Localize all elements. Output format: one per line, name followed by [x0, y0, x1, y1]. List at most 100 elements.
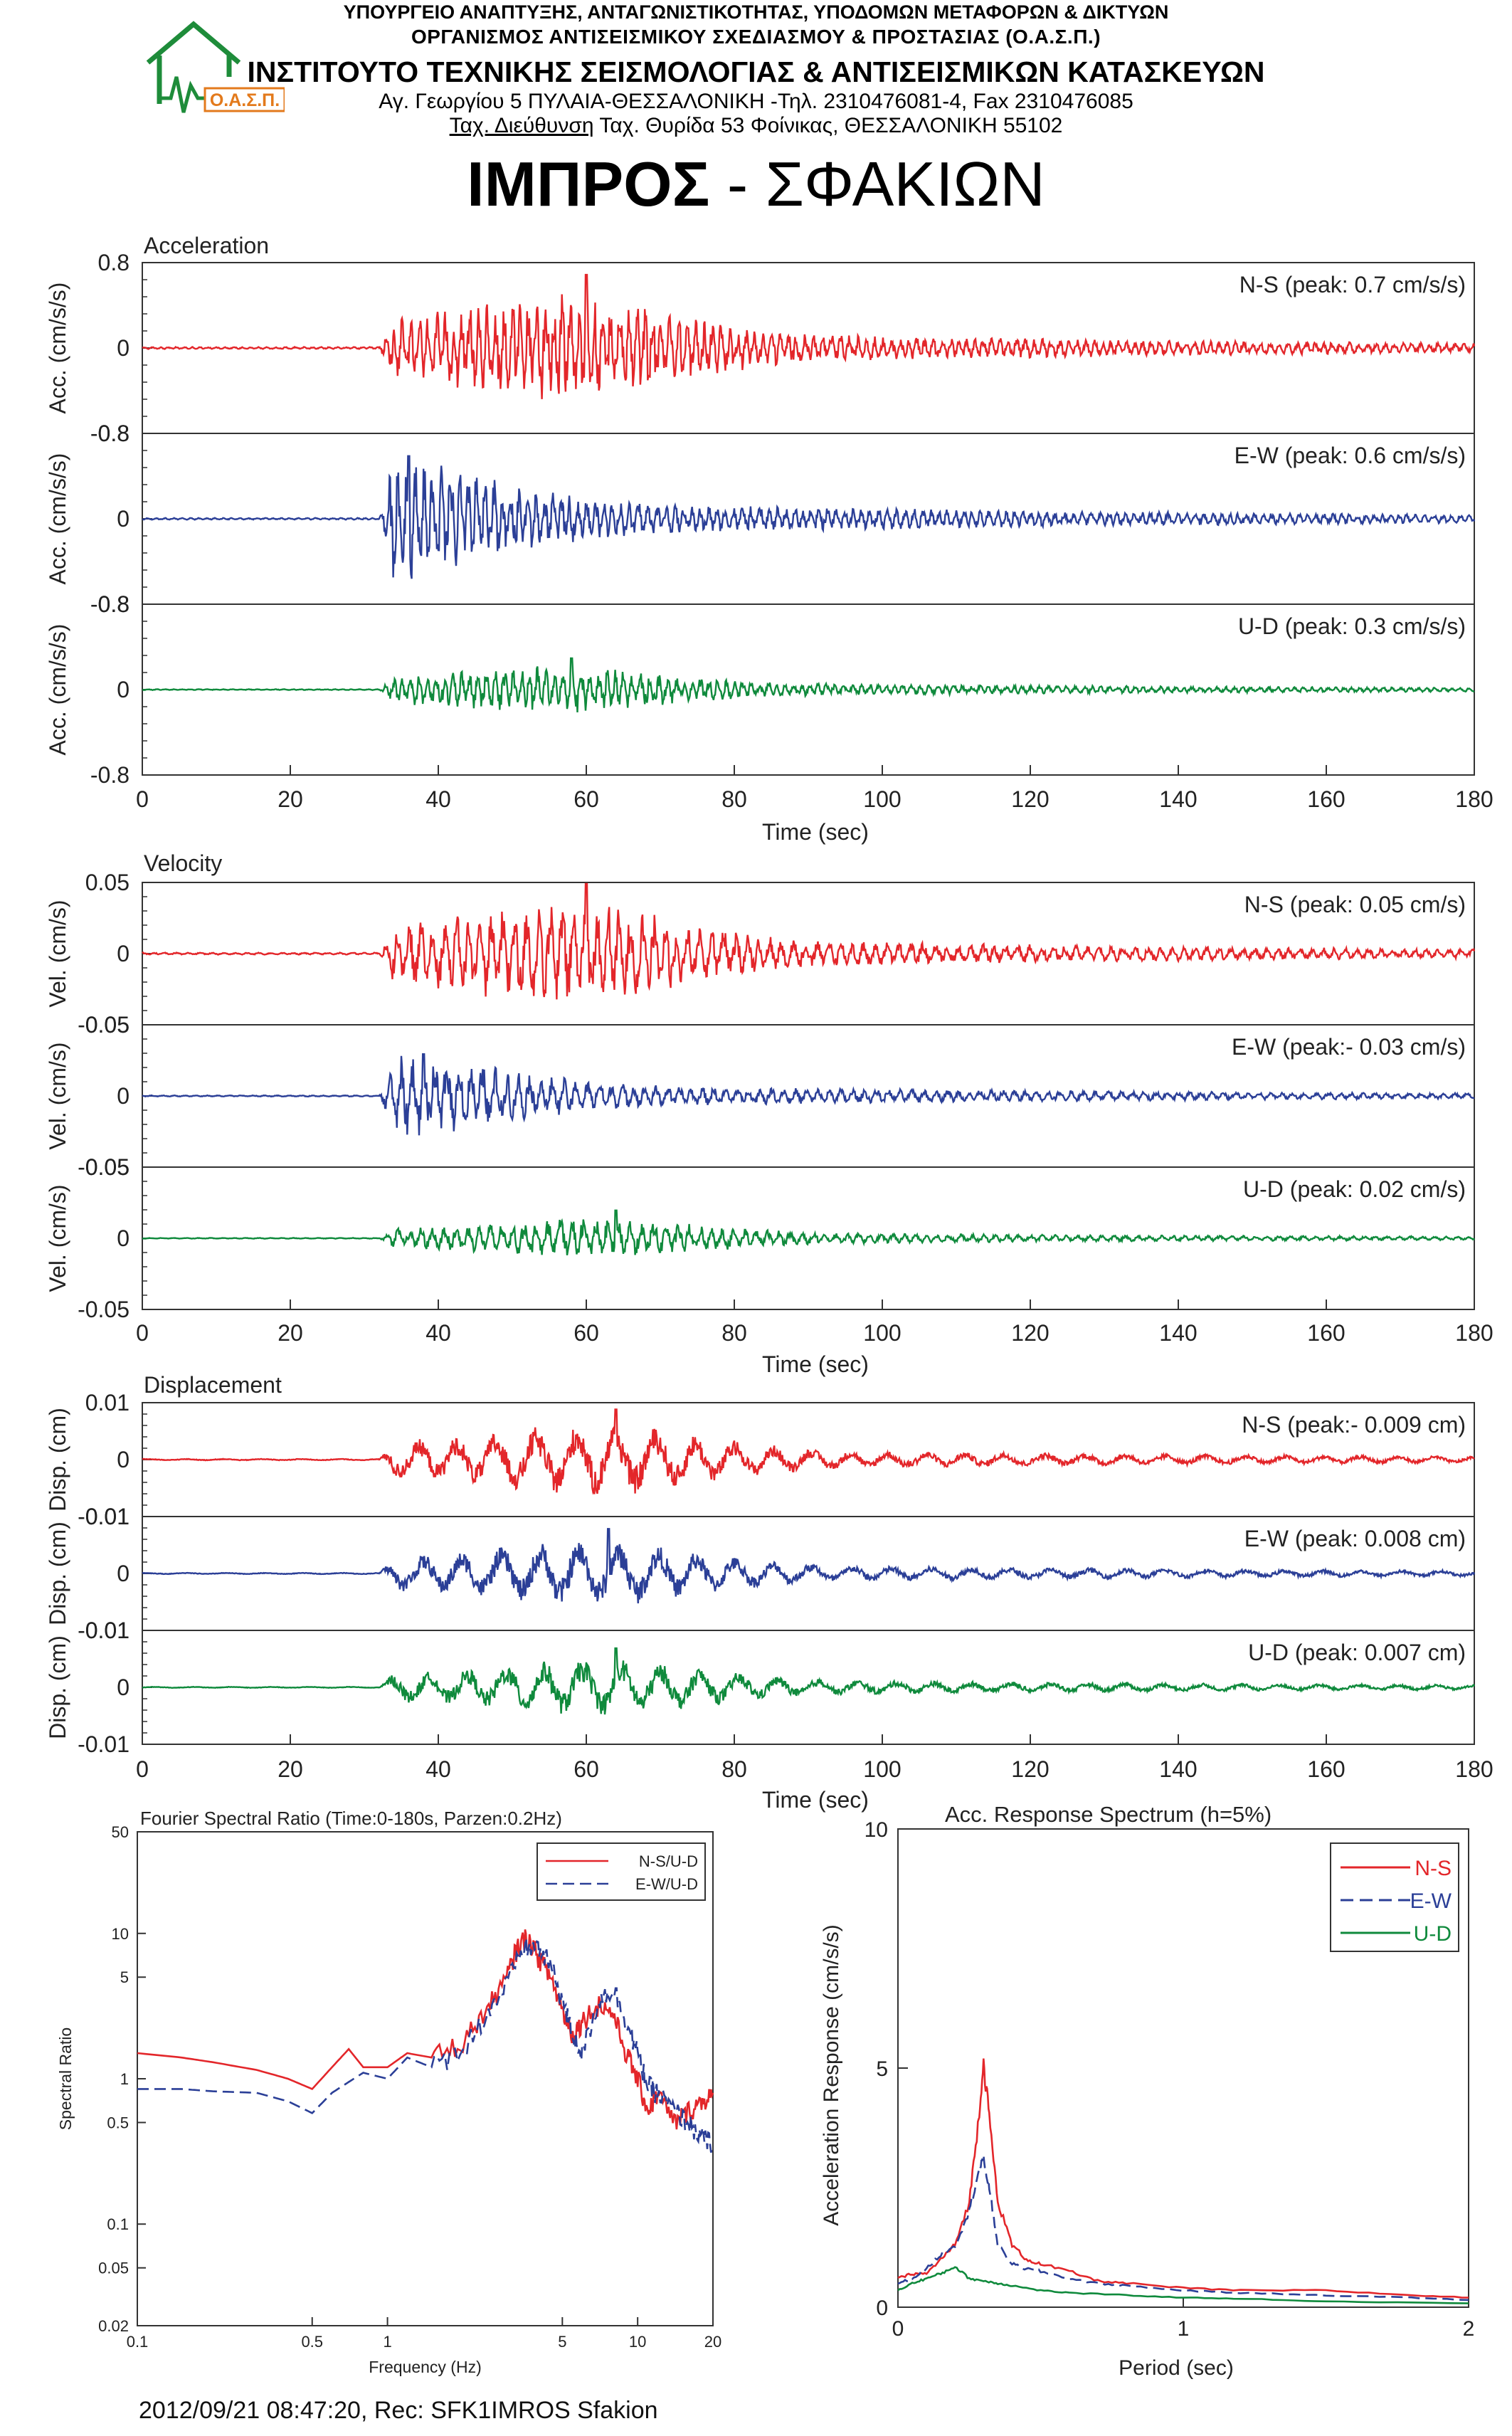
x-tick-label: 5: [558, 2333, 566, 2351]
waveform-chart-1: Velocity 0.05 0 -0.05 Vel. (cm/s) N-S (peak: …: [45, 850, 1494, 1377]
fourier-spectral-ratio-chart: Fourier Spectral Ratio (Time:0-180s, Par…: [56, 1808, 721, 2376]
y-tick-label: 0.02: [98, 2317, 129, 2335]
x-tick-label: 0: [892, 2317, 904, 2341]
waveform-trace-n-s: [142, 273, 1476, 399]
y-axis-label: Acc. (cm/s/s): [45, 624, 70, 756]
institute-line: ΙΝΣΤΙΤΟΥΤΟ ΤΕΧΝΙΚΗΣ ΣΕΙΣΜΟΛΟΓΙΑΣ & ΑΝΤΙΣ…: [247, 56, 1265, 88]
y-tick-label: 0.8: [98, 421, 129, 446]
y-tick-label: -0.8: [90, 421, 129, 446]
x-tick-label: 20: [277, 786, 303, 812]
x-tick-label: 10: [629, 2333, 646, 2351]
y-tick-label: -0.8: [90, 762, 129, 788]
y-axis-label: Vel. (cm/s): [45, 1184, 70, 1292]
y-tick-label: 0: [117, 1225, 129, 1251]
y-axis-label: Spectral Ratio: [56, 2028, 75, 2130]
legend-box: [536, 1842, 706, 1901]
response-line-n-s: [897, 2058, 1469, 2299]
x-tick-label: 120: [1011, 786, 1049, 812]
x-tick-label: 40: [425, 786, 451, 812]
legend-label: E-W/U-D: [635, 1875, 698, 1893]
series-label-e-w: E-W (peak:- 0.03 cm/s): [1232, 1034, 1466, 1060]
x-tick-label: 2: [1463, 2317, 1475, 2341]
waveform-trace-u-d: [142, 1647, 1476, 1715]
y-tick-label: 5: [120, 1968, 129, 1986]
y-tick-label: 1: [120, 2070, 129, 2088]
x-tick-label: 80: [721, 786, 747, 812]
ministry-line: ΥΠΟΥΡΓΕΙΟ ΑΝΑΠΤΥΞΗΣ, ΑΝΤΑΓΩΝΙΣΤΙΚΟΤΗΤΑΣ,…: [343, 1, 1169, 23]
station-title-bold: ΙΜΠΡΟΣ: [467, 149, 710, 219]
plot-frame: [137, 1831, 714, 2326]
response-spectrum-chart: Acc. Response Spectrum (h=5%) 0 5 10 0 1 2 Peri…: [820, 1802, 1474, 2380]
x-tick-label: 180: [1455, 786, 1493, 812]
series-label-u-d: U-D (peak: 0.3 cm/s/s): [1238, 613, 1466, 639]
spectral-ratio-line-e-w-u-d: [137, 1937, 714, 2153]
x-tick-label: 140: [1159, 786, 1197, 812]
x-tick-label: 20: [704, 2333, 721, 2351]
station-title-rest: - ΣΦΑΚΙΩΝ: [709, 149, 1045, 219]
waveform-trace-u-d: [142, 1209, 1475, 1256]
y-tick-label: -0.05: [78, 1012, 129, 1038]
y-tick-label: -0.8: [90, 591, 129, 617]
y-tick-label: -0.05: [78, 1297, 129, 1322]
y-tick-label: 0.8: [98, 250, 129, 275]
x-tick-label: 180: [1455, 1756, 1493, 1782]
legend-label: N-S/U-D: [639, 1852, 698, 1870]
x-tick-label: 160: [1307, 1756, 1345, 1782]
y-tick-label: 0: [117, 506, 129, 532]
recording-footer: 2012/09/21 08:47:20, Rec: SFK1IMROS Sfak…: [139, 2397, 658, 2424]
y-tick-label: 0: [117, 1447, 129, 1472]
x-tick-label: 60: [573, 786, 599, 812]
x-tick-label: 160: [1307, 786, 1345, 812]
x-tick-label: 60: [573, 1756, 599, 1782]
y-tick-label: 0: [117, 941, 129, 966]
y-tick-label: 0: [117, 1561, 129, 1586]
waveform-trace-e-w: [142, 1528, 1476, 1603]
x-axis-label: Time (sec): [762, 1787, 869, 1813]
legend-label: E-W: [1410, 1889, 1452, 1913]
x-tick-label: 140: [1159, 1756, 1197, 1782]
oasp-logo: Ο.Α.Σ.Π.: [146, 21, 285, 113]
y-tick-label: 0.05: [85, 1154, 129, 1180]
station-title: ΙΜΠΡΟΣ - ΣΦΑΚΙΩΝ: [0, 148, 1512, 221]
x-tick-label: 0: [136, 786, 149, 812]
x-tick-label: 80: [721, 1756, 747, 1782]
series-label-u-d: U-D (peak: 0.007 cm): [1248, 1640, 1466, 1665]
y-axis-label: Acc. (cm/s/s): [45, 283, 70, 414]
x-tick-label: 60: [573, 1320, 599, 1346]
y-tick-label: 0: [117, 1675, 129, 1700]
y-axis-label: Disp. (cm): [45, 1408, 70, 1512]
postal-label: Ταχ. Διεύθυνση: [449, 114, 594, 137]
waveform-trace-n-s: [142, 1408, 1475, 1495]
x-tick-label: 140: [1159, 1320, 1197, 1346]
y-tick-label: 0: [876, 2297, 888, 2320]
y-tick-label: 10: [865, 1818, 888, 1842]
x-axis-label: Frequency (Hz): [369, 2358, 481, 2376]
y-axis-label: Acceleration Response (cm/s/s): [820, 1924, 843, 2226]
address-line: Αγ. Γεωργίου 5 ΠΥΛΑΙΑ-ΘΕΣΣΑΛΟΝΙΚΗ -Τηλ. …: [379, 90, 1133, 113]
y-tick-label: 0.01: [85, 1390, 129, 1415]
legend-label: U-D: [1414, 1922, 1452, 1946]
chart-title: Fourier Spectral Ratio (Time:0-180s, Par…: [140, 1808, 562, 1829]
series-label-u-d: U-D (peak: 0.02 cm/s): [1243, 1176, 1466, 1202]
postal-line: Ταχ. Διεύθυνση Ταχ. Θυρίδα 53 Φοίνικας, …: [0, 114, 1512, 138]
chart-title: Displacement: [144, 1372, 282, 1398]
x-tick-label: 0: [136, 1756, 149, 1782]
y-tick-label: 0.8: [98, 591, 129, 617]
legend-label: N-S: [1415, 1857, 1452, 1880]
x-tick-label: 1: [1178, 2317, 1190, 2341]
x-tick-label: 1: [383, 2333, 391, 2351]
organization-line: ΟΡΓΑΝΙΣΜΟΣ ΑΝΤΙΣΕΙΣΜΙΚΟΥ ΣΧΕΔΙΑΣΜΟΥ & ΠΡ…: [411, 26, 1101, 48]
postal-address: Ταχ. Θυρίδα 53 Φοίνικας, ΘΕΣΣΑΛΟΝΙΚΗ 551…: [599, 114, 1063, 137]
y-tick-label: 0.01: [85, 1618, 129, 1643]
y-axis-label: Vel. (cm/s): [45, 900, 70, 1007]
waveform-trace-e-w: [142, 455, 1476, 579]
y-tick-label: 50: [112, 1823, 129, 1841]
x-tick-label: 40: [425, 1756, 451, 1782]
waveform-trace-u-d: [142, 657, 1475, 713]
x-axis-label: Time (sec): [762, 1351, 869, 1377]
y-tick-label: 10: [112, 1925, 129, 1943]
header: Ο.Α.Σ.Π. ΥΠΟΥΡΓΕΙΟ ΑΝΑΠΤΥΞΗΣ, ΑΝΤΑΓΩΝΙΣΤ…: [0, 0, 1512, 219]
x-tick-label: 180: [1455, 1320, 1493, 1346]
y-tick-label: 0.05: [85, 870, 129, 895]
